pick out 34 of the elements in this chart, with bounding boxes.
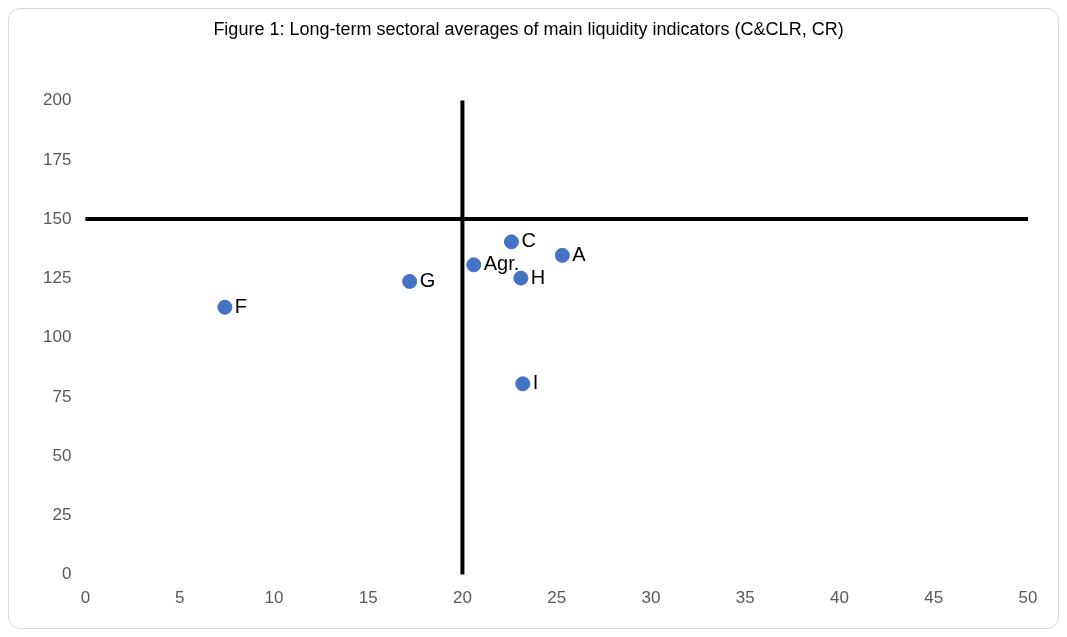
y-tick-label: 75 <box>52 386 72 406</box>
y-tick-label: 100 <box>42 327 72 347</box>
y-tick-label: 50 <box>52 445 72 465</box>
annotation: F <box>234 294 248 317</box>
annotation: Agr. <box>483 252 520 275</box>
annotation: A <box>572 242 587 265</box>
x-tick-label: 15 <box>358 588 378 608</box>
x-tick-label: 30 <box>641 588 661 608</box>
y-tick-label: 150 <box>42 208 72 228</box>
point <box>503 234 519 250</box>
y-tick-label: 125 <box>42 268 72 288</box>
y-tick-label: 175 <box>42 149 72 169</box>
point <box>402 273 418 289</box>
annotation: G <box>419 268 436 291</box>
x-tick-label: 20 <box>452 588 472 608</box>
x-tick-label: 50 <box>1018 588 1038 608</box>
x-tick-label: 35 <box>735 588 755 608</box>
x-tick-label: 40 <box>830 588 849 608</box>
y-tick-label: 0 <box>61 564 72 584</box>
point <box>466 257 482 273</box>
annotation: C <box>521 229 536 252</box>
point <box>217 299 233 315</box>
annotation: I <box>532 371 539 394</box>
y-tick-label: 25 <box>52 505 72 525</box>
point <box>554 247 570 263</box>
chart-title: Figure 1: Long-term sectoral averages of main liquidity indicators (C&CLR, CR) <box>213 18 844 39</box>
x-tick-label: 10 <box>264 588 284 608</box>
x-tick-label: 5 <box>174 588 185 608</box>
annotation: H <box>530 265 546 288</box>
x-tick-label: 0 <box>80 588 91 608</box>
x-tick-label: 25 <box>547 588 567 608</box>
point <box>515 376 531 392</box>
x-tick-label: 45 <box>924 588 944 608</box>
y-tick-label: 200 <box>42 90 72 110</box>
